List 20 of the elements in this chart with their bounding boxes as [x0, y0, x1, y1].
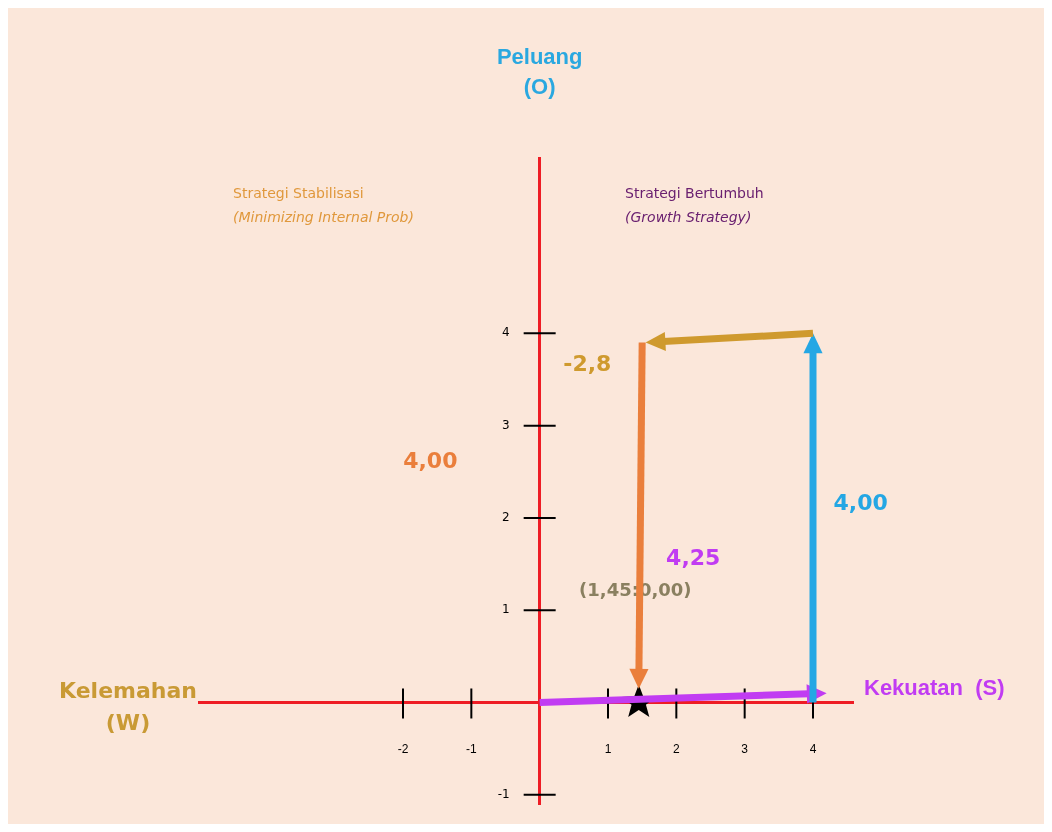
y-tick-label: 2	[502, 510, 510, 525]
x-tick-label: -2	[397, 742, 409, 756]
x-axis-title: Kekuatan (S)	[864, 674, 1005, 700]
x-tick-label: 4	[809, 742, 817, 756]
annotation: -2,8	[563, 351, 612, 377]
y-tick-label: 1	[502, 602, 510, 617]
text: Kelemahan (W)	[59, 677, 197, 735]
x-tick-label: 3	[741, 742, 749, 756]
annotation: Strategi Bertumbuh (Growth Strategy)	[625, 184, 764, 225]
y-tick-label: 4	[502, 325, 510, 340]
y-axis-title: Peluang (O)	[496, 44, 583, 100]
annotation: 4,00	[403, 448, 458, 474]
x-tick-label: 2	[672, 742, 680, 756]
x-tick-label: 1	[604, 742, 612, 756]
y-tick-label: -1	[497, 786, 510, 801]
annotation: Strategi Stabilisasi (Minimizing Internal Prob)	[233, 184, 414, 225]
x-tick-label: -1	[466, 742, 477, 756]
annotation: 4,25	[666, 545, 721, 570]
annotation: 4,00	[833, 489, 888, 515]
y-tick-label: 3	[502, 417, 510, 432]
